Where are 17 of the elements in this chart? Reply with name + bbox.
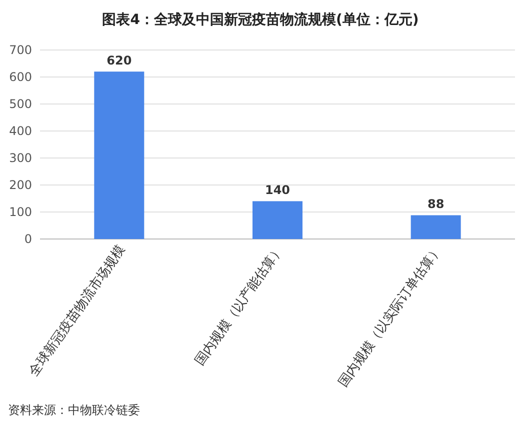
bar — [252, 201, 302, 239]
y-tick-label: 200 — [9, 178, 32, 192]
data-label: 140 — [264, 183, 290, 198]
y-tick-label: 700 — [9, 43, 32, 57]
bar — [94, 72, 144, 239]
bar — [410, 215, 461, 239]
y-tick-label: 400 — [9, 124, 32, 138]
y-tick-label: 300 — [9, 151, 32, 165]
x-tick-label: 国内规模（以产能估算） — [192, 242, 287, 368]
chart-title: 图表4：全球及中国新冠疫苗物流规模(单位：亿元) — [102, 11, 419, 28]
x-tick-label: 国内规模（以实际订单估算） — [336, 242, 446, 390]
y-tick-label: 100 — [9, 205, 32, 219]
y-tick-label: 600 — [9, 70, 32, 84]
data-label: 620 — [106, 54, 132, 68]
data-label: 88 — [427, 197, 444, 212]
text: 资料来源：中物联冷链委 — [8, 403, 140, 417]
y-tick-label: 500 — [9, 97, 32, 111]
